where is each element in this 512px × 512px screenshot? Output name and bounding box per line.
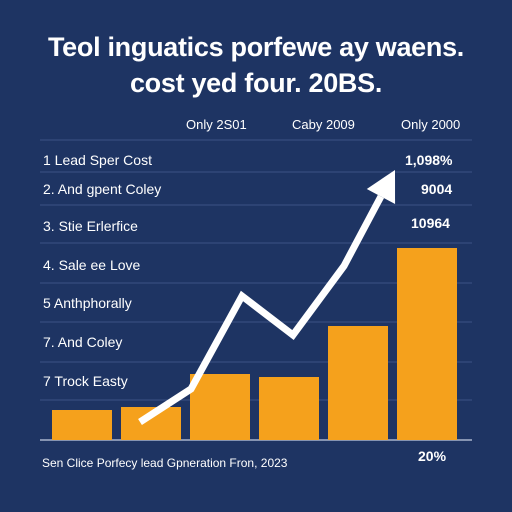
row-label: 1 Lead Sper Cost: [43, 152, 152, 168]
column-header-1: Only 2S01: [186, 117, 247, 132]
chart-title-line-1: Teol inguatics porfewe ay waens.: [47, 32, 465, 62]
column-header-2: Caby 2009: [292, 117, 355, 132]
row-label: 4. Sale ee Love: [43, 257, 141, 273]
bar: [397, 248, 457, 440]
row-label: 7. And Coley: [43, 334, 123, 350]
value-label: 10964: [411, 215, 450, 231]
bar: [328, 326, 388, 440]
trend-arrow-head: [366, 170, 396, 204]
value-label: 20%: [418, 448, 447, 464]
trend-arrow: [138, 170, 396, 425]
bar: [190, 374, 250, 440]
value-label: 9004: [421, 181, 453, 197]
row-label: 3. Stie Erlerfice: [43, 218, 138, 234]
row-label: 5 Anthphorally: [43, 295, 132, 311]
value-label: 1,098%: [405, 152, 453, 168]
source-footnote: Sen Clice Porfecy lead Gpneration Fron, …: [42, 456, 288, 470]
column-header-3: Only 2000: [401, 117, 461, 132]
bar: [52, 410, 112, 440]
row-label: 2. And gpent Coley: [43, 181, 162, 197]
bars: [52, 248, 457, 440]
row-label: 7 Trock Easty: [43, 373, 128, 389]
bar: [259, 377, 319, 440]
trend-arrow-shaft: [138, 194, 385, 425]
chart-title-line-2: cost yed four. 20BS.: [129, 68, 383, 98]
